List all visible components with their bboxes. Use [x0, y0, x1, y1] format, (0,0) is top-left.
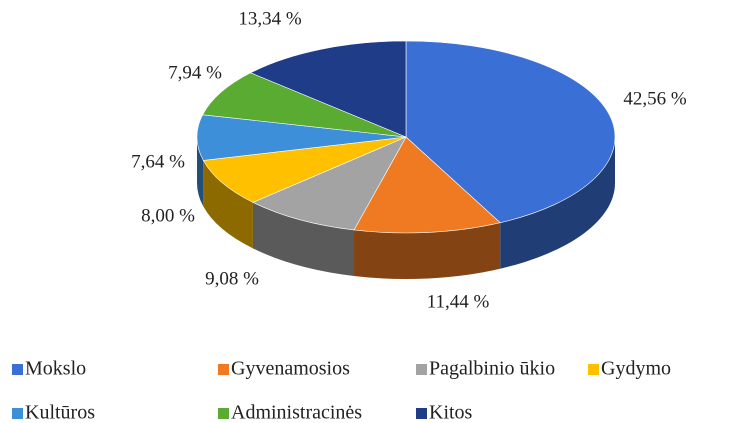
legend-swatch — [218, 408, 229, 419]
legend-swatch — [12, 408, 23, 419]
data-label: 42,56 % — [623, 88, 687, 109]
slice-side — [252, 202, 355, 276]
legend-label: Pagalbinio ūkio — [429, 358, 555, 380]
data-label: 13,34 % — [238, 8, 302, 29]
data-label: 11,44 % — [427, 291, 490, 312]
slice-side — [203, 160, 253, 249]
slice-side — [197, 137, 204, 207]
slice-side — [500, 137, 615, 269]
legend-label: Gyvenamosios — [231, 358, 350, 380]
data-label: 9,08 % — [205, 268, 259, 289]
slice — [353, 136, 501, 234]
slice — [252, 136, 407, 231]
slice — [196, 114, 407, 161]
slice — [405, 40, 616, 224]
legend-swatch — [218, 364, 229, 375]
legend-swatch — [12, 364, 23, 375]
legend-label: Gydymo — [601, 358, 671, 380]
legend-label: Kitos — [429, 402, 473, 423]
data-label: 7,64 % — [131, 151, 185, 172]
slice — [202, 136, 407, 203]
legend-swatch — [416, 408, 427, 419]
data-label: 8,00 % — [141, 205, 195, 226]
legend-label: Administracinės — [231, 402, 362, 423]
legend-swatch — [416, 364, 427, 375]
legend-label: Kultūros — [25, 402, 95, 423]
legend-swatch — [588, 364, 599, 375]
slice — [202, 72, 407, 138]
slice — [249, 40, 407, 138]
slice-side — [354, 222, 501, 279]
data-label: 7,94 % — [168, 62, 222, 83]
legend-label: Mokslo — [25, 358, 86, 380]
